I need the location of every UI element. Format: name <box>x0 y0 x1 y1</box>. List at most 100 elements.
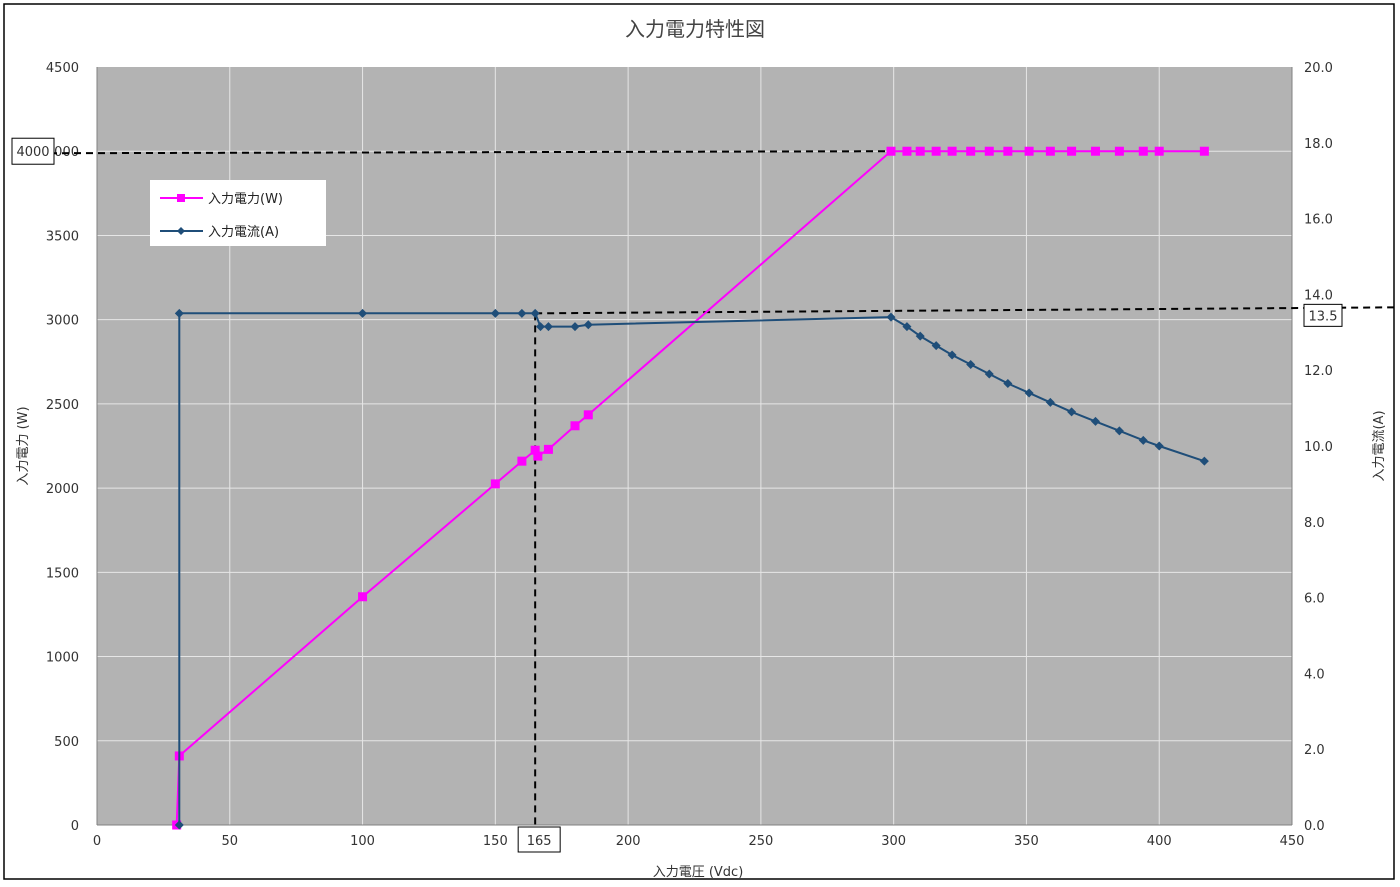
data-point-current <box>1024 388 1034 398</box>
data-point-current <box>1067 407 1077 417</box>
data-point-current <box>1199 456 1209 466</box>
x-tick-label: 0 <box>93 834 101 849</box>
data-point-current <box>174 820 184 830</box>
grid <box>97 67 1292 825</box>
y-right-tick-label: 18.0 <box>1304 137 1333 152</box>
y-right-tick-label: 2.0 <box>1304 743 1325 758</box>
data-point-current <box>1090 416 1100 426</box>
data-point-power <box>1067 146 1077 156</box>
data-point-power <box>1114 146 1124 156</box>
y-right-axis-label: 入力電流(A) <box>1372 410 1387 481</box>
data-point-power <box>530 445 540 455</box>
data-point-current <box>915 331 925 341</box>
series <box>172 146 1209 830</box>
data-point-current <box>1154 441 1164 451</box>
reference-lines <box>49 150 1395 829</box>
data-point-power <box>931 146 941 156</box>
data-point-current <box>174 308 184 318</box>
data-point-power <box>490 479 500 489</box>
reference-box-current <box>1303 303 1343 327</box>
x-tick-label: 100 <box>350 834 375 849</box>
y-right-tick-label: 0.0 <box>1304 819 1325 834</box>
data-point-power <box>533 451 543 461</box>
data-point-power <box>902 146 912 156</box>
legend-marker-power <box>177 194 185 202</box>
data-point-current <box>517 308 527 318</box>
data-point-current <box>1045 397 1055 407</box>
data-point-current <box>1003 378 1013 388</box>
reference-label-current: 13.5 <box>1309 309 1338 324</box>
data-point-power <box>966 146 976 156</box>
legend-label-current: 入力電流(A) <box>208 225 279 240</box>
reference-box-power <box>11 137 55 165</box>
reference-line-power <box>49 150 896 155</box>
reference-label-power: 4000 <box>16 145 49 160</box>
y-left-axis-label: 入力電力 (W) <box>16 406 31 485</box>
chart-title: 入力電力特性図 <box>625 17 765 41</box>
y-right-tick-label: 16.0 <box>1304 213 1333 228</box>
y-left-tick-label: 1000 <box>46 651 79 666</box>
data-point-current <box>530 308 540 318</box>
y-left-tick-label: 3500 <box>46 229 79 244</box>
y-right-tick-label: 8.0 <box>1304 516 1325 531</box>
data-point-power <box>915 146 925 156</box>
x-tick-label: 450 <box>1280 834 1305 849</box>
x-axis-label: 入力電圧 (Vdc) <box>653 865 744 880</box>
x-tick-label: 200 <box>616 834 641 849</box>
data-point-current <box>1114 426 1124 436</box>
y-right-tick-label: 4.0 <box>1304 667 1325 682</box>
data-point-current <box>570 322 580 332</box>
data-point-power <box>1154 146 1164 156</box>
legend-marker-current <box>177 227 185 235</box>
data-point-current <box>931 341 941 351</box>
y-left-tick-label: 2500 <box>46 398 79 413</box>
legend: 入力電力(W) 入力電流(A) <box>150 180 326 246</box>
y-left-tick-label: 1500 <box>46 566 79 581</box>
x-tick-label: 150 <box>483 834 508 849</box>
data-point-current <box>984 369 994 379</box>
reference-label-voltage: 165 <box>527 834 552 849</box>
data-point-power <box>1024 146 1034 156</box>
data-point-power <box>1045 146 1055 156</box>
data-point-power <box>583 410 593 420</box>
data-point-power <box>543 444 553 454</box>
data-point-current <box>358 308 368 318</box>
data-point-current <box>1138 435 1148 445</box>
y-left-tick-label: 4500 <box>46 61 79 76</box>
data-point-power <box>984 146 994 156</box>
data-point-power <box>1199 146 1209 156</box>
y-left-tick-label: 500 <box>54 735 79 750</box>
data-point-power <box>1138 146 1148 156</box>
data-point-current <box>886 312 896 322</box>
data-point-power <box>1003 146 1013 156</box>
data-point-power <box>358 592 368 602</box>
legend-label-power: 入力電力(W) <box>208 192 283 207</box>
x-tick-label: 250 <box>748 834 773 849</box>
data-point-current <box>490 308 500 318</box>
y-left-tick-label: 3000 <box>46 314 79 329</box>
x-tick-label: 350 <box>1014 834 1039 849</box>
x-tick-label: 400 <box>1147 834 1172 849</box>
y-right-tick-label: 12.0 <box>1304 364 1333 379</box>
legend-box <box>150 180 326 246</box>
reference-box-voltage <box>517 826 561 853</box>
y-right-tick-label: 14.0 <box>1304 288 1333 303</box>
data-point-power <box>517 456 527 466</box>
data-point-current <box>583 320 593 330</box>
data-point-current <box>947 350 957 360</box>
y-left-tick-label: 0 <box>71 819 79 834</box>
data-point-power <box>1090 146 1100 156</box>
x-tick-label: 300 <box>881 834 906 849</box>
y-right-tick-label: 20.0 <box>1304 61 1333 76</box>
data-point-power <box>886 146 896 156</box>
y-right-tick-label: 6.0 <box>1304 592 1325 607</box>
data-point-current <box>902 322 912 332</box>
x-tick-label: 50 <box>222 834 239 849</box>
data-point-current <box>543 322 553 332</box>
data-point-current <box>966 360 976 370</box>
y-left-tick-label: 2000 <box>46 482 79 497</box>
y-right-tick-label: 10.0 <box>1304 440 1333 455</box>
